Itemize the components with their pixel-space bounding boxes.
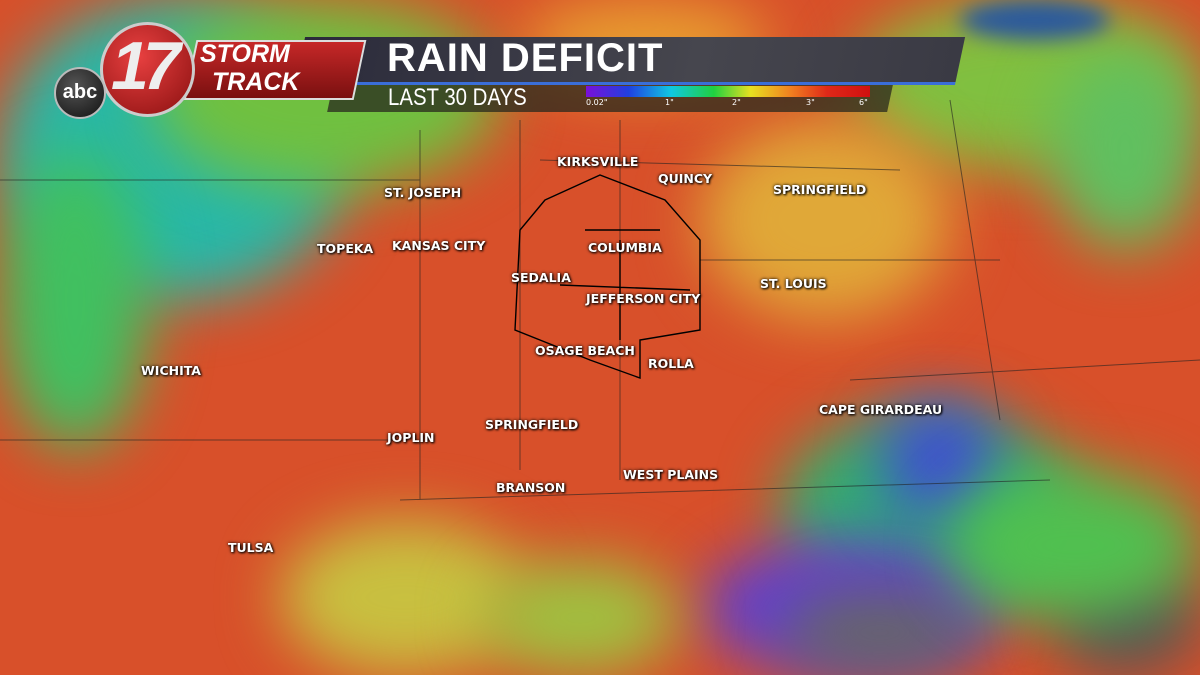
- legend-color-scale: [586, 86, 870, 97]
- abc-logo: abc: [54, 67, 106, 119]
- channel-number: 17: [111, 28, 181, 104]
- city-label: JEFFERSON CITY: [586, 291, 701, 306]
- legend-tick: 3": [806, 98, 815, 107]
- city-label: WEST PLAINS: [623, 467, 719, 482]
- legend-tick: 0.02": [586, 98, 608, 107]
- city-label: ST. LOUIS: [760, 276, 827, 291]
- city-label: BRANSON: [496, 480, 566, 495]
- city-label: OSAGE BEACH: [535, 343, 635, 358]
- city-label: SPRINGFIELD: [485, 417, 579, 432]
- city-label: QUINCY: [658, 171, 713, 186]
- city-label: TOPEKA: [317, 241, 374, 256]
- city-label: CAPE GIRARDEAU: [819, 402, 943, 417]
- legend-tick: 1": [665, 98, 674, 107]
- city-label: TULSA: [228, 540, 274, 555]
- city-label: COLUMBIA: [588, 240, 662, 255]
- page-title: RAIN DEFICIT: [387, 36, 664, 80]
- city-label: KIRKSVILLE: [557, 154, 639, 169]
- city-label: ROLLA: [648, 356, 694, 371]
- channel-17-logo: 17: [100, 22, 195, 117]
- city-label: WICHITA: [141, 363, 201, 378]
- logo-line-1: STORM: [200, 40, 290, 68]
- storm-track-logo: STORM TRACK: [200, 40, 300, 96]
- legend-tick: 6": [859, 98, 868, 107]
- city-label: SEDALIA: [511, 270, 571, 285]
- viewing-area-counties: [514, 174, 701, 379]
- logo-line-2: TRACK: [212, 68, 300, 96]
- city-label: ST. JOSEPH: [384, 185, 462, 200]
- city-label: SPRINGFIELD: [773, 182, 867, 197]
- city-label: KANSAS CITY: [392, 238, 486, 253]
- legend-tick: 2": [732, 98, 741, 107]
- page-subtitle: LAST 30 DAYS: [388, 84, 527, 111]
- city-label: JOPLIN: [387, 430, 435, 445]
